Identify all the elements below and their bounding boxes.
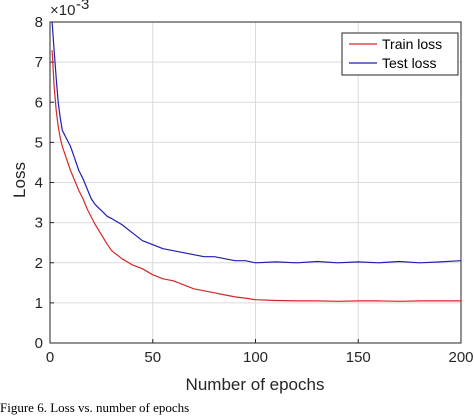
legend: Train loss Test loss — [341, 32, 459, 76]
x-axis-label: Number of epochs — [186, 375, 325, 394]
y-axis-label: Loss — [10, 162, 29, 198]
x-tick-label: 150 — [346, 349, 371, 366]
y-ticks: 0 1 2 3 4 5 6 7 8 — [35, 14, 54, 352]
y-tick-label: 1 — [35, 295, 43, 312]
x-ticks: 0 50 100 150 200 — [46, 339, 474, 366]
y-tick-label: 6 — [35, 94, 43, 111]
x-tick-label: 50 — [144, 349, 161, 366]
x-tick-label: 100 — [243, 349, 268, 366]
y-multiplier: ×10 — [50, 2, 75, 19]
test-loss-line — [51, 21, 462, 264]
y-tick-label: 7 — [35, 54, 43, 71]
y-tick-label: 3 — [35, 215, 43, 232]
y-tick-label: 8 — [35, 14, 43, 31]
series — [51, 21, 462, 302]
figure-caption: Figure 6. Loss vs. number of epochs — [0, 400, 190, 415]
y-tick-label: 5 — [35, 134, 43, 151]
legend-train-label: Train loss — [382, 36, 442, 52]
y-exponent: -3 — [76, 0, 89, 13]
x-tick-label: 200 — [448, 349, 473, 366]
x-tick-label: 0 — [46, 349, 54, 366]
y-tick-label: 2 — [35, 255, 43, 272]
y-tick-label: 0 — [35, 335, 43, 352]
train-loss-line — [51, 50, 461, 302]
legend-box — [341, 32, 459, 76]
y-tick-label: 4 — [35, 175, 43, 192]
legend-test-label: Test loss — [382, 55, 436, 71]
